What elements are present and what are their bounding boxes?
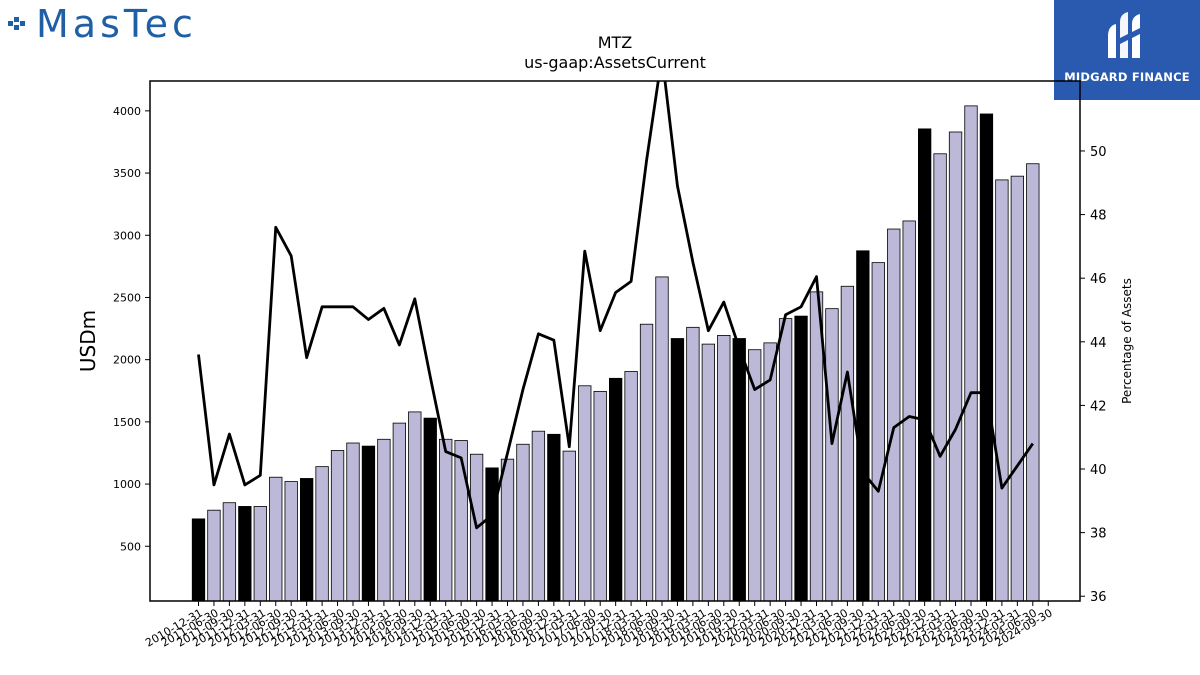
bar-2022-12-31: [933, 153, 947, 602]
bar-2016-06-30: [531, 430, 546, 602]
y-tick-label: 4000: [113, 105, 141, 118]
bar-2014-03-31: [392, 422, 407, 602]
bar-2011-12-31: [253, 506, 267, 602]
bar-2017-12-31: [624, 371, 638, 602]
bar-2024-03-31: [1010, 175, 1024, 602]
bar-2013-06-30: [346, 442, 360, 602]
y2-axis-label: Percentage of Assets: [1120, 278, 1134, 404]
bar-2011-03-31: [207, 509, 221, 602]
y2-tick-label: 44: [1090, 336, 1107, 351]
bar-2023-09-30: [979, 113, 994, 602]
bar-2021-09-30: [856, 250, 870, 602]
bar-2019-09-30: [732, 338, 746, 602]
y2-tick-label: 36: [1090, 590, 1107, 605]
bar-2022-06-30: [902, 220, 916, 602]
y2-tick-label: 40: [1090, 463, 1107, 478]
y2-tick-label: 46: [1090, 272, 1107, 287]
bar-2017-09-30: [609, 377, 623, 602]
bar-2023-03-31: [948, 131, 963, 602]
bar-2011-09-30: [238, 506, 252, 602]
bar-2022-03-31: [887, 228, 901, 602]
bar-2018-12-31: [686, 326, 700, 602]
bar-2013-12-31: [377, 438, 391, 602]
bar-2012-03-31: [269, 476, 283, 602]
bar-2019-06-30: [717, 334, 731, 602]
bar-2016-12-31: [562, 450, 576, 602]
bar-2014-06-30: [408, 411, 422, 602]
bar-2012-06-30: [284, 481, 298, 602]
bar-2016-09-30: [547, 433, 561, 602]
bar-2015-09-30: [485, 467, 499, 602]
y2-tick-label: 50: [1090, 145, 1107, 160]
bar-2015-12-31: [500, 458, 515, 602]
bar-2010-12-31: [191, 518, 206, 602]
bar-2022-09-30: [918, 128, 932, 602]
bar-2014-12-31: [439, 438, 453, 602]
bar-2020-09-30: [794, 315, 808, 602]
axes: 500 1000 1500 2000 2500 3000 3500 4000 36 38 40 42 4…: [113, 80, 1107, 650]
chart-title: MTZ: [598, 33, 633, 52]
bar-2015-03-31: [454, 440, 468, 602]
bar-2021-03-31: [825, 308, 839, 602]
mastec-logo-mark-icon: [8, 17, 25, 30]
bar-2014-09-30: [423, 417, 437, 602]
bar-2020-06-30: [778, 318, 793, 602]
y-axis-label: USDm: [76, 310, 100, 372]
bar-2018-09-30: [670, 338, 685, 602]
mastec-logo: MasTec: [8, 2, 197, 46]
bar-2011-06-30: [222, 502, 237, 602]
bar-2021-12-31: [871, 262, 885, 602]
y-tick-label: 500: [120, 540, 141, 553]
bar-series: [191, 105, 1040, 602]
y-tick-label: 2500: [113, 291, 141, 304]
y-tick-label: 3500: [113, 167, 141, 180]
bar-2012-12-31: [315, 466, 329, 602]
bar-2017-03-31: [578, 385, 592, 602]
bar-2018-06-30: [655, 276, 669, 602]
bar-2024-06-30: [1026, 163, 1040, 602]
percentage-line: [197, 81, 1034, 530]
y-tick-label: 3000: [113, 229, 141, 242]
chart-subtitle: us-gaap:AssetsCurrent: [524, 53, 706, 72]
bar-2023-12-31: [995, 179, 1009, 602]
midgard-logo-text: MIDGARD FINANCE: [1064, 70, 1190, 84]
y-tick-label: 1500: [113, 416, 141, 429]
y2-tick-label: 38: [1090, 527, 1107, 542]
mastec-logo-text: MasTec: [36, 2, 197, 46]
bar-2021-06-30: [840, 285, 855, 602]
bar-2012-09-30: [299, 478, 314, 602]
line-series: [197, 81, 1034, 530]
midgard-finance-logo: MIDGARD FINANCE: [1054, 0, 1200, 100]
bar-2013-09-30: [361, 445, 376, 602]
bar-2013-03-31: [330, 450, 345, 602]
bar-2018-03-31: [639, 323, 654, 602]
bar-2017-06-30: [593, 390, 607, 602]
y2-tick-label: 42: [1090, 399, 1107, 414]
y2-tick-label: 48: [1090, 209, 1107, 224]
bar-2016-03-31: [516, 443, 530, 602]
bar-2019-03-31: [701, 343, 715, 602]
y-tick-label: 2000: [113, 354, 141, 367]
plot-frame: [149, 80, 1081, 602]
midgard-logo-mark-icon: [1108, 12, 1140, 58]
y-tick-label: 1000: [113, 478, 141, 491]
bar-2023-06-30: [964, 105, 978, 602]
